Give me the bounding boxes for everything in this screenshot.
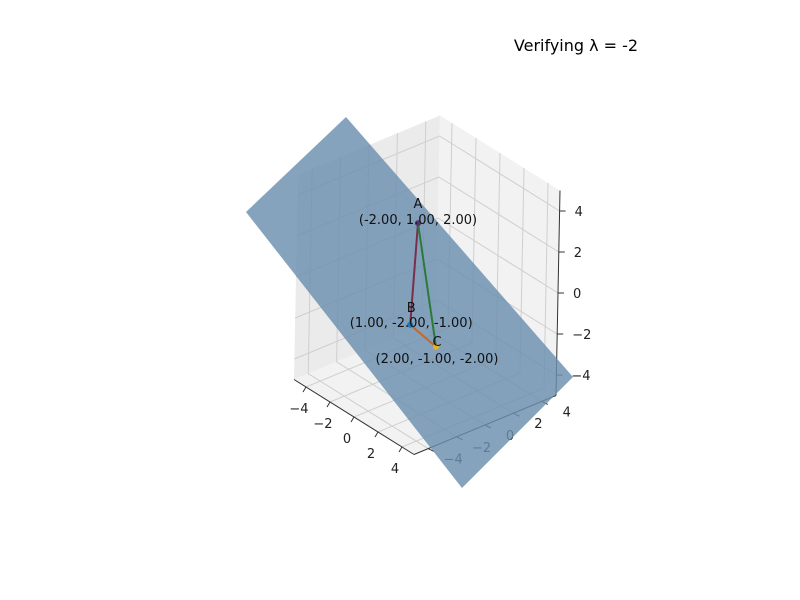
point-label-C: C <box>432 335 441 350</box>
z-tick-label: 2 <box>574 246 582 261</box>
segment-A-C <box>417 222 437 348</box>
z-tick-label: 4 <box>575 205 583 220</box>
segment-A-B <box>409 223 419 325</box>
point-coords-B: (1.00, -2.00, -1.00) <box>350 316 473 331</box>
x-tick-label: 0 <box>343 432 351 447</box>
point-A <box>415 220 421 227</box>
x-tick-mark <box>398 446 403 453</box>
x-tick-label: 4 <box>391 462 399 477</box>
x-tick-mark <box>302 386 307 393</box>
x-tick-mark <box>326 401 331 408</box>
x-tick-label: 2 <box>367 447 375 462</box>
point-coords-A: (-2.00, 1.00, 2.00) <box>359 213 477 228</box>
plane-surface <box>246 117 573 488</box>
point-label-B: B <box>407 301 416 316</box>
x-tick-mark <box>350 416 355 423</box>
point-B <box>407 321 414 328</box>
z-tick-label: 0 <box>573 287 581 302</box>
chart-title: Verifying λ = -2 <box>514 36 638 55</box>
segment-B-C <box>409 324 437 348</box>
plane-surface-polygon <box>246 117 573 488</box>
z-tick-label: −2 <box>572 328 591 343</box>
x-tick-label: −2 <box>313 417 332 432</box>
point-label-A: A <box>414 197 423 212</box>
y-tick-label: 4 <box>563 405 571 420</box>
point-C <box>433 343 439 350</box>
x-tick-label: −4 <box>289 402 308 417</box>
x-tick-mark <box>374 431 379 438</box>
data-marks: A(-2.00, 1.00, 2.00) B(1.00, -2.00, -1.00… <box>350 197 499 367</box>
point-coords-C: (2.00, -1.00, -2.00) <box>376 352 499 367</box>
y-tick-label: 2 <box>534 417 542 432</box>
z-tick-label: −4 <box>571 369 590 384</box>
